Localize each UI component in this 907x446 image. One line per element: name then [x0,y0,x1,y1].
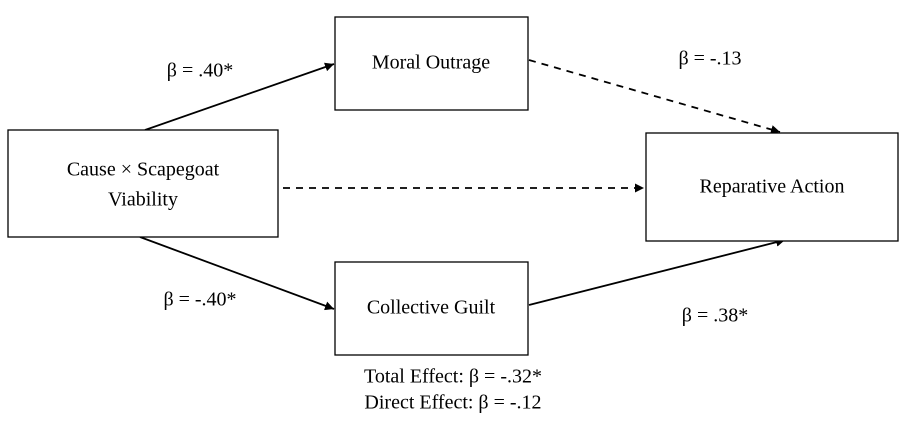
path-arrow [528,237,786,306]
node-label: Moral Outrage [372,52,490,74]
node-box [7,129,279,238]
node-box [334,16,529,111]
edge-label: β = .38* [682,305,748,327]
node-box [334,261,529,356]
path-arrow [139,236,335,311]
node-label: Cause × Scapegoat [67,159,220,181]
edge-label: β = -.40* [163,289,236,311]
node-label: Collective Guilt [367,297,496,319]
node-label: Reparative Action [700,176,845,198]
node-box [645,132,899,242]
path-arrow [528,59,781,134]
note: Total Effect: β = -.32* [364,366,542,388]
edge-label: β = .40* [167,60,233,82]
edge-label: β = -.13 [678,48,741,70]
node-label: Viability [108,189,178,211]
path-arrow [144,62,335,131]
note: Direct Effect: β = -.12 [364,392,541,414]
